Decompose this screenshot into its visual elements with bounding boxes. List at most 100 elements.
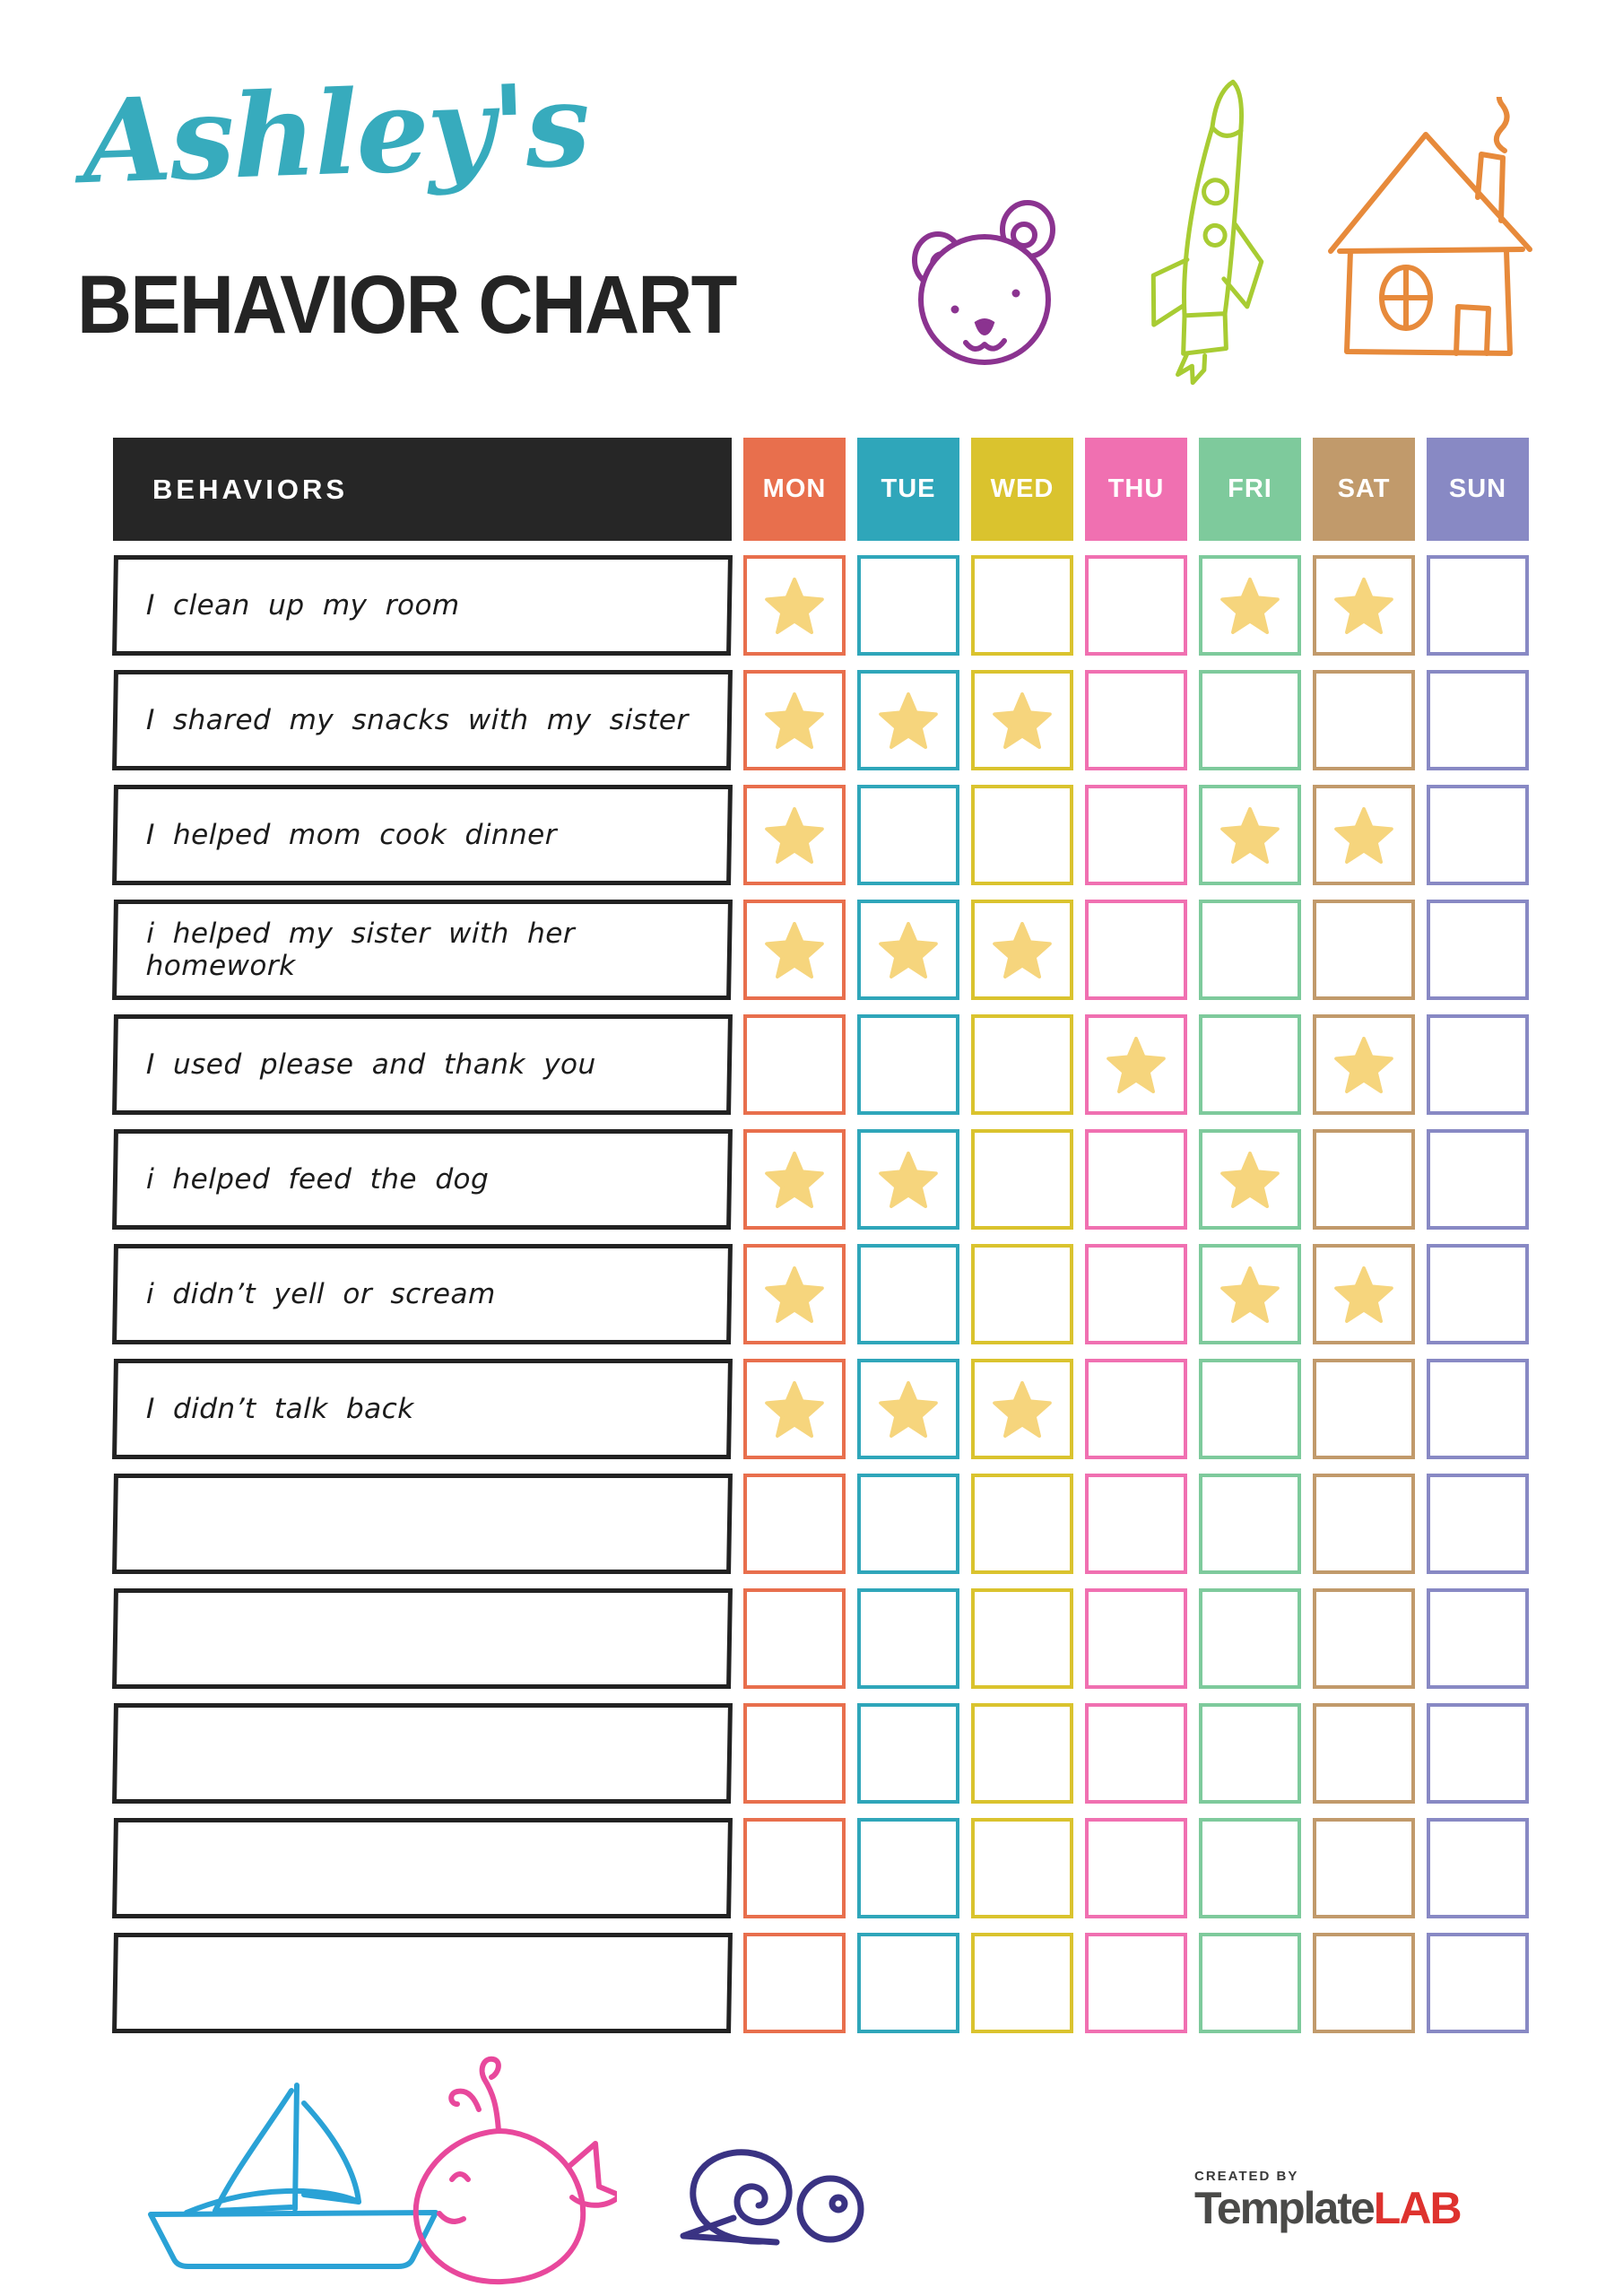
child-name-script: Ashley's: [80, 57, 591, 211]
cell-row10-thu: [1085, 1588, 1187, 1689]
star-icon: [1334, 1265, 1393, 1323]
cell-row8-tue: [857, 1359, 959, 1459]
star-icon: [765, 921, 824, 978]
cell-row10-wed: [971, 1588, 1073, 1689]
behavior-label-row-9: [112, 1474, 733, 1574]
day-header-tue: TUE: [857, 438, 959, 541]
cell-row2-mon: [743, 670, 846, 770]
sailboat-doodle-icon: [131, 2076, 449, 2275]
cell-row7-wed: [971, 1244, 1073, 1344]
cell-row6-sun: [1427, 1129, 1529, 1230]
cell-row9-fri: [1199, 1474, 1301, 1574]
behavior-label-row-2: I shared my snacks with my sister: [112, 670, 733, 770]
cell-row11-fri: [1199, 1703, 1301, 1804]
cell-row10-mon: [743, 1588, 846, 1689]
cell-row2-tue: [857, 670, 959, 770]
star-icon: [1220, 577, 1280, 634]
cell-row7-fri: [1199, 1244, 1301, 1344]
cell-row8-mon: [743, 1359, 846, 1459]
cell-row7-sun: [1427, 1244, 1529, 1344]
behavior-label-row-10: [112, 1588, 733, 1689]
cell-row5-sun: [1427, 1014, 1529, 1115]
behavior-label-row-11: [112, 1703, 733, 1804]
snail-doodle-icon: [642, 2112, 873, 2256]
star-icon: [765, 1151, 824, 1208]
cell-row8-thu: [1085, 1359, 1187, 1459]
cell-row3-fri: [1199, 785, 1301, 885]
day-header-thu: THU: [1085, 438, 1187, 541]
star-icon: [765, 1265, 824, 1323]
star-icon: [879, 1151, 938, 1208]
star-icon: [765, 691, 824, 749]
cell-row5-sat: [1313, 1014, 1415, 1115]
cell-row6-wed: [971, 1129, 1073, 1230]
cell-row12-mon: [743, 1818, 846, 1918]
cell-row9-thu: [1085, 1474, 1187, 1574]
cell-row2-fri: [1199, 670, 1301, 770]
cell-row11-sun: [1427, 1703, 1529, 1804]
cell-row1-mon: [743, 555, 846, 656]
rocket-doodle-icon: [1128, 74, 1298, 387]
cell-row13-wed: [971, 1933, 1073, 2033]
star-icon: [1107, 1036, 1166, 1093]
page-title: BEHAVIOR CHART: [77, 259, 737, 351]
cell-row10-fri: [1199, 1588, 1301, 1689]
cell-row4-thu: [1085, 900, 1187, 1000]
star-icon: [879, 691, 938, 749]
bear-doodle-icon: [911, 190, 1059, 374]
behavior-label-row-3: I helped mom cook dinner: [112, 785, 733, 885]
cell-row9-sun: [1427, 1474, 1529, 1574]
templatelab-wordmark: TemplateLAB: [1194, 2186, 1517, 2231]
cell-row1-thu: [1085, 555, 1187, 656]
behavior-label-row-4: i helped my sister with her homework: [112, 900, 733, 1000]
whale-doodle-icon: [393, 2050, 617, 2291]
cell-row11-tue: [857, 1703, 959, 1804]
star-icon: [1334, 1036, 1393, 1093]
behavior-label-row-12: [112, 1818, 733, 1918]
cell-row1-wed: [971, 555, 1073, 656]
cell-row13-mon: [743, 1933, 846, 2033]
cell-row13-sun: [1427, 1933, 1529, 2033]
star-icon: [1220, 1265, 1280, 1323]
cell-row11-mon: [743, 1703, 846, 1804]
cell-row6-fri: [1199, 1129, 1301, 1230]
cell-row4-wed: [971, 900, 1073, 1000]
logo-template-text: Template: [1194, 2183, 1376, 2233]
day-header-sat: SAT: [1313, 438, 1415, 541]
cell-row13-tue: [857, 1933, 959, 2033]
cell-row10-tue: [857, 1588, 959, 1689]
cell-row6-mon: [743, 1129, 846, 1230]
cell-row2-sun: [1427, 670, 1529, 770]
cell-row1-fri: [1199, 555, 1301, 656]
logo-lab-text: LAB: [1373, 2183, 1462, 2233]
day-header-mon: MON: [743, 438, 846, 541]
cell-row12-wed: [971, 1818, 1073, 1918]
cell-row12-thu: [1085, 1818, 1187, 1918]
cell-row12-sun: [1427, 1818, 1529, 1918]
cell-row8-sun: [1427, 1359, 1529, 1459]
cell-row7-tue: [857, 1244, 959, 1344]
behavior-label-row-5: I used please and thank you: [112, 1014, 733, 1115]
star-icon: [1334, 577, 1393, 634]
cell-row8-fri: [1199, 1359, 1301, 1459]
star-icon: [879, 1380, 938, 1438]
cell-row3-sun: [1427, 785, 1529, 885]
cell-row4-sat: [1313, 900, 1415, 1000]
cell-row7-thu: [1085, 1244, 1187, 1344]
cell-row7-mon: [743, 1244, 846, 1344]
cell-row9-tue: [857, 1474, 959, 1574]
behavior-label-row-13: [112, 1933, 733, 2033]
cell-row7-sat: [1313, 1244, 1415, 1344]
star-icon: [1334, 806, 1393, 864]
cell-row11-sat: [1313, 1703, 1415, 1804]
cell-row8-wed: [971, 1359, 1073, 1459]
house-doodle-icon: [1318, 97, 1542, 366]
cell-row1-sat: [1313, 555, 1415, 656]
star-icon: [765, 806, 824, 864]
cell-row3-sat: [1313, 785, 1415, 885]
cell-row11-wed: [971, 1703, 1073, 1804]
cell-row3-wed: [971, 785, 1073, 885]
cell-row2-sat: [1313, 670, 1415, 770]
cell-row5-fri: [1199, 1014, 1301, 1115]
cell-row9-mon: [743, 1474, 846, 1574]
